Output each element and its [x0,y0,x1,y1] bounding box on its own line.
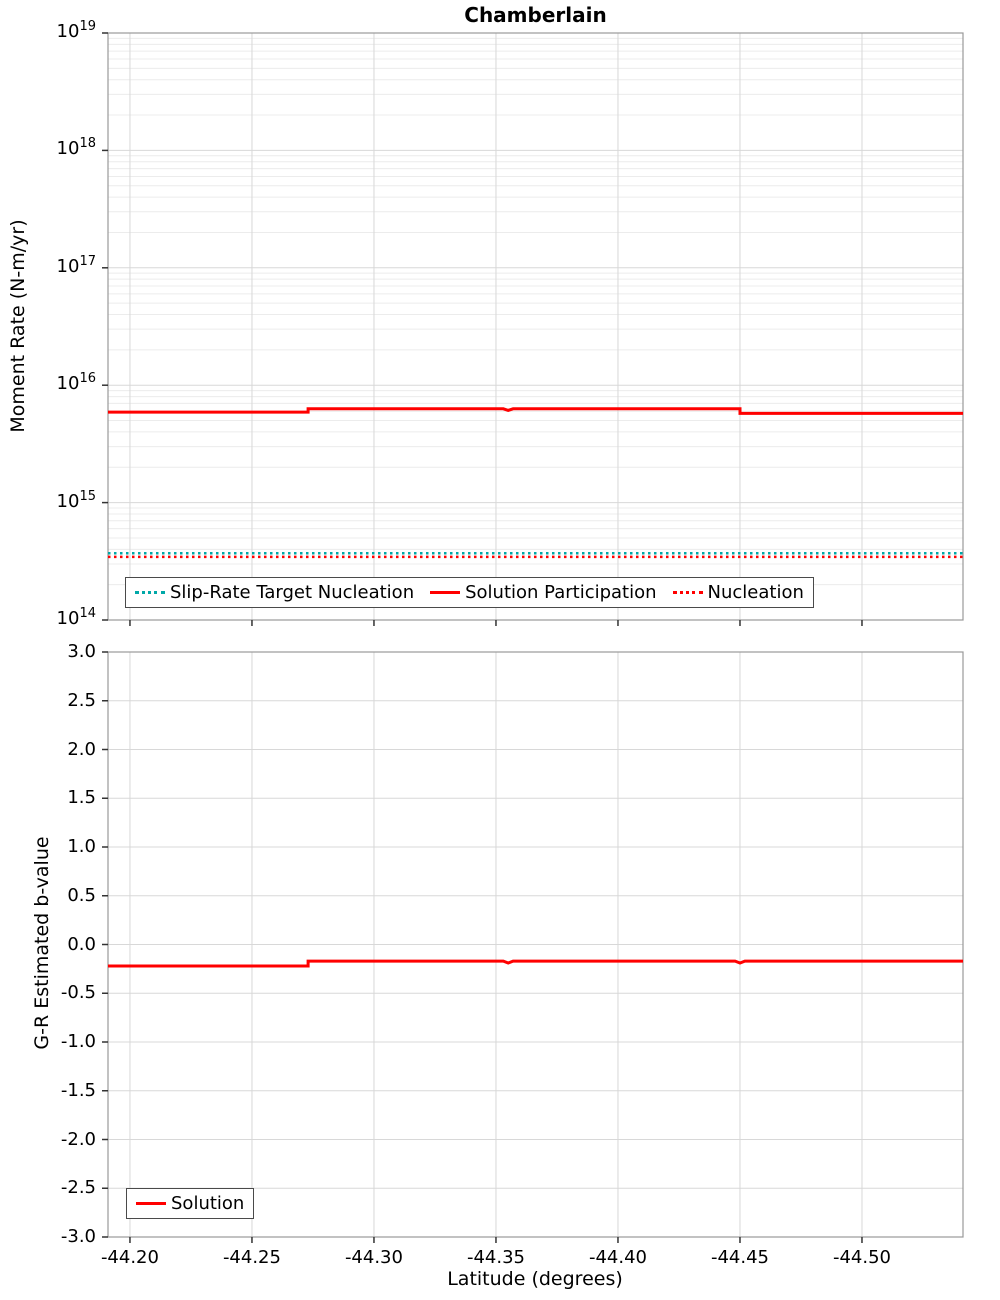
chart-title: Chamberlain [464,3,607,27]
x-axis-label-latitude: Latitude (degrees) [447,1268,623,1290]
legend-moment-rate: Slip-Rate Target Nucleation Solution Par… [125,577,814,608]
legend-label-nucleation: Nucleation [707,582,804,603]
solution-participation-line-icon [430,591,461,594]
legend-item-slip-rate-target-nucleation: Slip-Rate Target Nucleation [135,582,414,603]
y-axis-label-b-value: G-R Estimated b-value [31,836,53,1050]
solution-line-icon [136,1202,166,1205]
legend-item-nucleation: Nucleation [672,582,804,603]
legend-b-value: Solution [126,1188,255,1219]
slip-rate-target-nucleation-line-icon [135,591,165,594]
legend-label-solution: Solution [171,1193,245,1214]
legend-item-solution: Solution [136,1193,244,1214]
nucleation-line-icon [672,591,703,594]
legend-label-solution-participation: Solution Participation [465,582,657,603]
legend-label-slip-rate-target-nucleation: Slip-Rate Target Nucleation [170,582,415,603]
legend-item-solution-participation: Solution Participation [430,582,657,603]
y-axis-label-moment-rate: Moment Rate (N-m/yr) [7,219,29,433]
